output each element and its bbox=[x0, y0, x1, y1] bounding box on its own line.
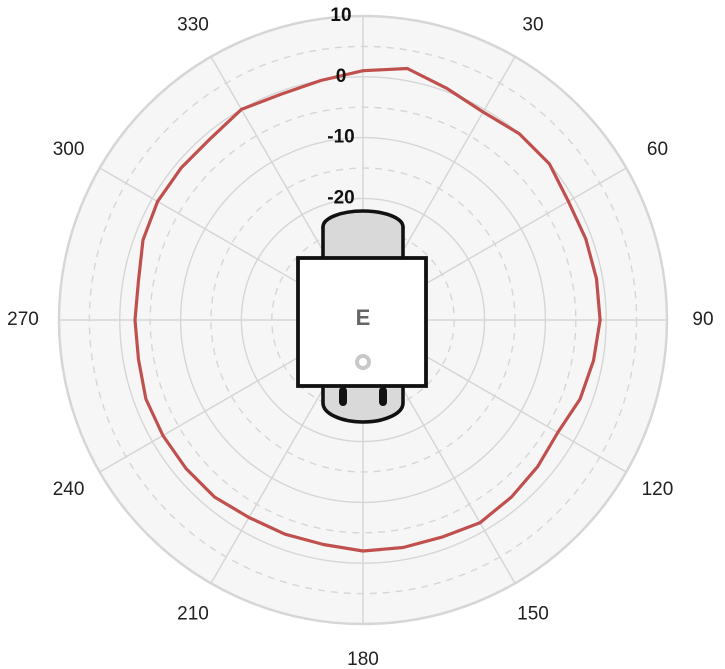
angle-tick-label: 300 bbox=[53, 139, 85, 160]
radial-gridline bbox=[119, 76, 607, 564]
grid-group bbox=[57, 14, 669, 626]
angle-tick-label: 270 bbox=[7, 309, 39, 330]
device-logo-text: E bbox=[356, 305, 371, 330]
pattern-series-line bbox=[133, 66, 602, 553]
angle-tick-label: 60 bbox=[647, 139, 668, 160]
angle-tick-label: 90 bbox=[692, 309, 713, 330]
radial-gridline bbox=[179, 136, 547, 504]
radial-tick-label: -10 bbox=[327, 127, 354, 148]
radial-tick-label: 0 bbox=[336, 66, 347, 87]
radial-gridline-dashed bbox=[210, 167, 516, 473]
center-device: E bbox=[296, 209, 428, 424]
angle-tick-label: 150 bbox=[517, 603, 549, 624]
angle-tick-label: 240 bbox=[53, 479, 85, 500]
angle-tick-label: 30 bbox=[522, 15, 543, 36]
radial-gridline bbox=[57, 14, 669, 626]
device-bottom-cap bbox=[321, 382, 405, 424]
radial-gridline bbox=[240, 197, 486, 443]
device-status-ring bbox=[355, 354, 371, 370]
device-body bbox=[296, 256, 428, 388]
radial-gridline-dashed bbox=[149, 106, 577, 534]
angle-tick-label: 180 bbox=[347, 649, 379, 669]
angle-tick-label: 210 bbox=[177, 603, 209, 624]
radial-tick-label: -20 bbox=[327, 187, 354, 208]
angle-tick-label: 330 bbox=[177, 15, 209, 36]
radial-tick-label: 10 bbox=[330, 5, 351, 26]
radial-gridline-dashed bbox=[88, 45, 638, 595]
angle-tick-label: 120 bbox=[642, 479, 674, 500]
